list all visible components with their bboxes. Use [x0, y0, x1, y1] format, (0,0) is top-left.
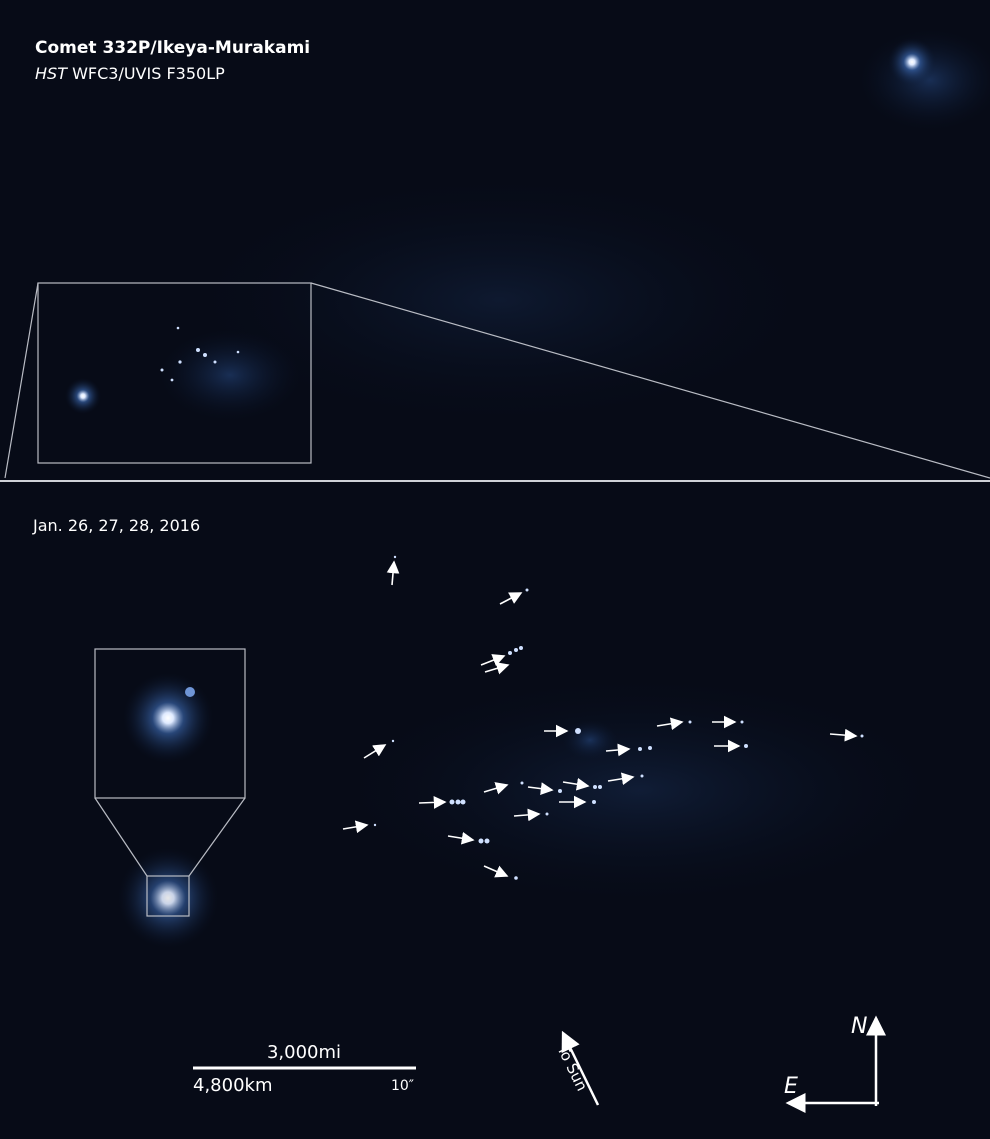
instrument: WFC3/UVIS F350LP — [72, 64, 225, 83]
scale-arcsec: 10″ — [391, 1078, 414, 1094]
mark — [480, 654, 506, 667]
mark — [519, 646, 523, 650]
mark — [648, 746, 652, 750]
mark — [829, 728, 858, 742]
mark — [593, 785, 597, 789]
comet-fragment — [888, 38, 936, 86]
mark — [196, 348, 200, 352]
mark — [447, 831, 475, 845]
fragment-arrows — [342, 560, 858, 878]
mark — [386, 560, 400, 586]
zoom-line — [94, 797, 148, 877]
mark — [575, 728, 581, 734]
mark — [744, 744, 748, 748]
mark — [514, 876, 518, 880]
mark — [598, 785, 602, 789]
scale-miles: 3,000mi — [267, 1042, 341, 1063]
nucleus-inset — [94, 648, 246, 799]
mark — [558, 789, 562, 793]
haze — [562, 720, 618, 760]
mark — [499, 592, 523, 605]
mark — [605, 743, 631, 757]
dates: Jan. 26, 27, 28, 2016 — [32, 516, 200, 535]
mark — [592, 800, 596, 804]
mark — [688, 720, 692, 724]
nucleus-zoom — [123, 673, 213, 763]
mark — [236, 350, 240, 354]
mark — [483, 865, 509, 878]
mark — [393, 555, 397, 559]
mark — [363, 744, 387, 759]
zoom-line — [188, 797, 246, 877]
mark — [484, 662, 510, 675]
mark — [178, 360, 182, 364]
comet-nucleus — [65, 378, 101, 414]
fragment-zoom — [185, 687, 195, 697]
telescope: HST — [35, 64, 68, 83]
mark — [460, 799, 466, 805]
mark — [391, 739, 395, 743]
zoom-line — [310, 282, 990, 479]
sun-arrow — [561, 1030, 600, 1106]
haze — [200, 180, 800, 420]
north-label: N — [851, 1014, 867, 1039]
mark — [176, 326, 180, 330]
mark — [449, 799, 455, 805]
fragments — [160, 326, 240, 382]
mark — [545, 812, 549, 816]
mark — [160, 368, 164, 372]
mark — [527, 782, 554, 795]
scale-km: 4,800km — [193, 1075, 273, 1096]
mark — [513, 808, 541, 822]
fragments — [373, 555, 864, 880]
mark — [342, 820, 369, 834]
mark — [638, 747, 642, 751]
mark — [170, 378, 174, 382]
mark — [213, 360, 217, 364]
mark — [656, 717, 684, 731]
mark — [455, 799, 461, 805]
mark — [203, 353, 207, 357]
title: Comet 332P/Ikeya-Murakami — [35, 38, 310, 58]
mark — [478, 838, 484, 844]
east-label: E — [784, 1074, 798, 1099]
mark — [525, 588, 529, 592]
inset-frame — [37, 282, 312, 464]
comet-nucleus — [118, 848, 218, 948]
small-frame — [146, 875, 190, 917]
mark — [418, 796, 447, 809]
mark — [484, 838, 490, 844]
mark — [860, 734, 864, 738]
mark — [562, 777, 590, 791]
haze — [350, 680, 930, 900]
mark — [483, 782, 509, 795]
mark — [520, 781, 524, 785]
mark — [607, 772, 635, 786]
zoom-line — [4, 282, 39, 479]
mark — [514, 648, 518, 652]
mark — [508, 651, 512, 655]
mark — [640, 774, 644, 778]
mark — [373, 823, 377, 827]
subtitle: HST WFC3/UVIS F350LP — [35, 64, 225, 83]
haze — [160, 330, 300, 420]
mark — [740, 720, 744, 724]
